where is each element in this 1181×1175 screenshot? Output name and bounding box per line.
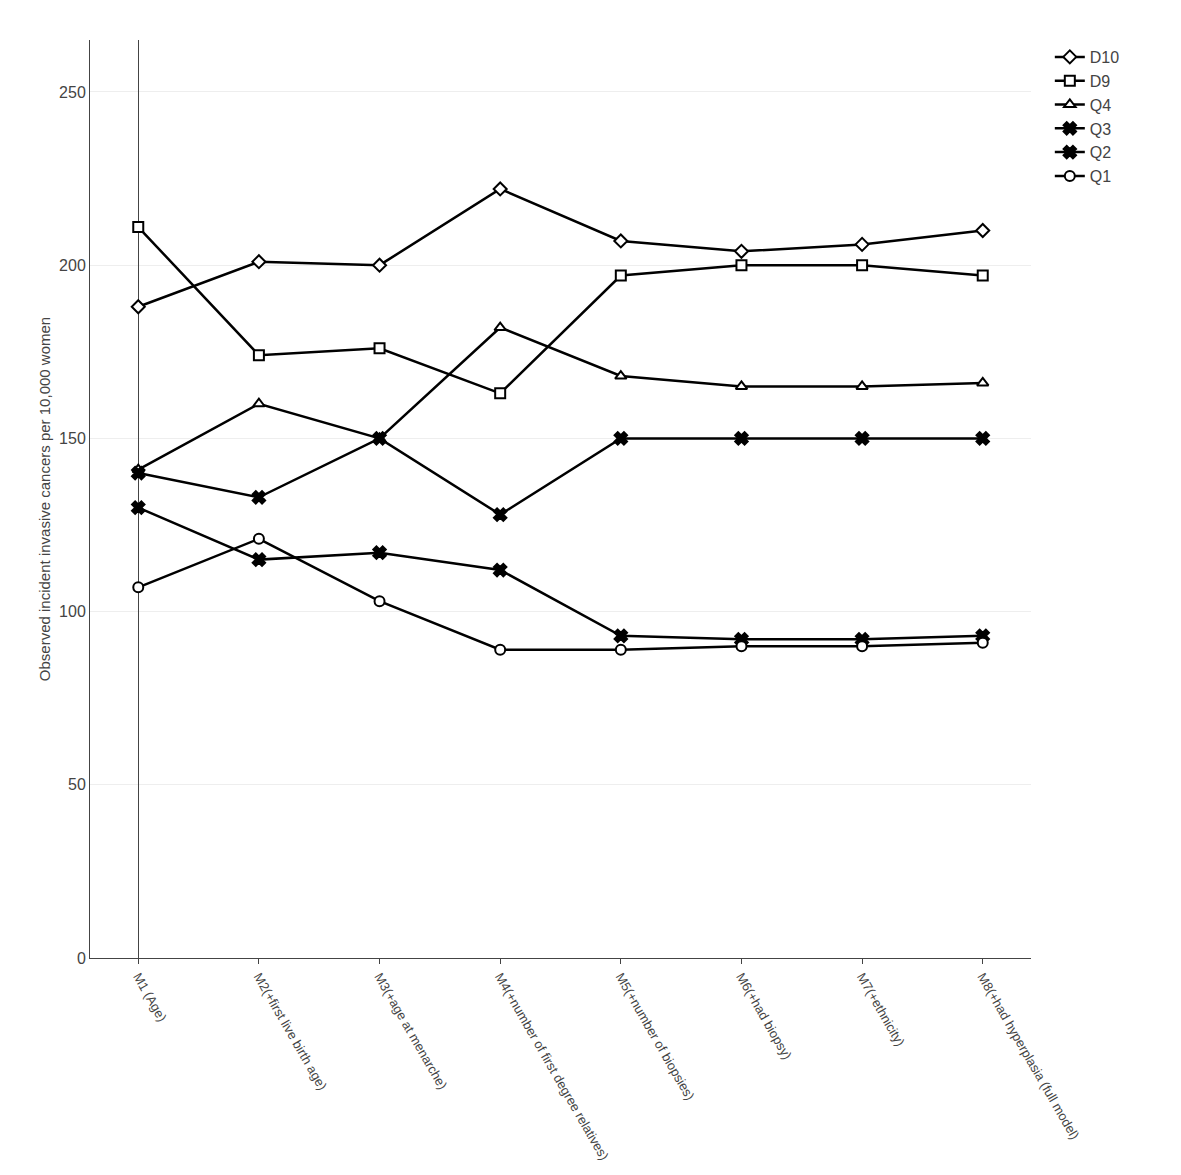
svg-text:Observed incident invasive can: Observed incident invasive cancers per 1… — [36, 317, 53, 681]
svg-text:250: 250 — [59, 84, 86, 101]
svg-text:M7(+ethnicity): M7(+ethnicity) — [854, 970, 908, 1049]
svg-text:Q4: Q4 — [1090, 97, 1111, 114]
svg-text:0: 0 — [77, 950, 86, 967]
svg-text:D9: D9 — [1090, 73, 1111, 90]
svg-text:D10: D10 — [1090, 49, 1119, 66]
svg-text:50: 50 — [68, 776, 86, 793]
svg-text:M6(+had biopsy): M6(+had biopsy) — [733, 970, 795, 1062]
svg-text:M1 (Age): M1 (Age) — [130, 970, 170, 1024]
svg-text:M2(+first live birth age): M2(+first live birth age) — [251, 970, 330, 1092]
svg-text:M3(+age at menarche): M3(+age at menarche) — [371, 970, 450, 1092]
svg-text:M5(+number of biopsies): M5(+number of biopsies) — [613, 970, 698, 1102]
svg-text:M8(+had hyperplasia (full mode: M8(+had hyperplasia (full model) — [975, 970, 1083, 1142]
svg-text:100: 100 — [59, 603, 86, 620]
svg-text:200: 200 — [59, 257, 86, 274]
svg-text:150: 150 — [59, 430, 86, 447]
svg-text:Q3: Q3 — [1090, 121, 1111, 138]
svg-text:Q1: Q1 — [1090, 168, 1111, 185]
svg-text:M4(+number of first degree rel: M4(+number of first degree relatives) — [492, 970, 612, 1162]
svg-text:Q2: Q2 — [1090, 144, 1111, 161]
